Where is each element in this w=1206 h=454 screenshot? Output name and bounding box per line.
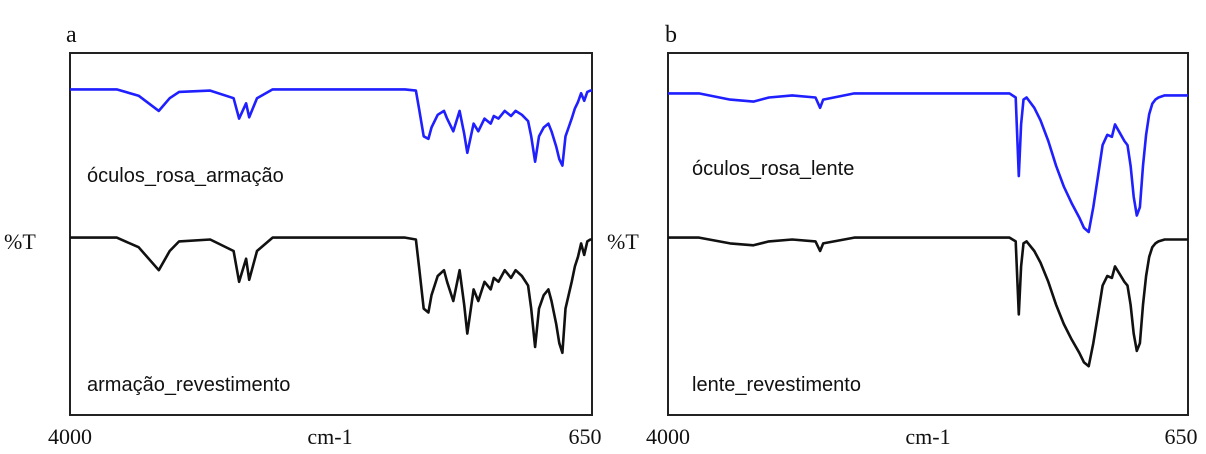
panel-b-y-axis-label: %T [607, 229, 639, 254]
panel-a-series-0-line [70, 88, 592, 167]
panel-b-series-1-line [668, 236, 1188, 368]
panel-b-x-axis-label: cm-1 [905, 424, 950, 449]
panel-b-x-tick-4000: 4000 [646, 424, 690, 449]
panel-b-series-0-label: óculos_rosa_lente [692, 158, 854, 180]
panel-b-series-group [668, 92, 1188, 368]
panel-b-series-1-label: lente_revestimento [692, 374, 861, 396]
panel-a-x-tick-650: 650 [569, 424, 602, 449]
panel-a-label: a [66, 22, 77, 48]
panel-b-plot-frame [667, 52, 1189, 416]
panel-a: a %T 4000 cm-1 650 óculos_rosa_armação a… [4, 22, 602, 449]
panel-a-series-0-label: óculos_rosa_armação [87, 165, 284, 187]
panel-a-series-group [70, 88, 592, 355]
panel-a-series-1-label: armação_revestimento [87, 374, 290, 396]
panel-b-series-0-line [668, 92, 1188, 234]
panel-a-plot-frame [69, 52, 593, 416]
panel-a-series-1-line [70, 236, 592, 355]
panel-b-label: b [665, 22, 677, 48]
panel-b: b %T 4000 cm-1 650 óculos_rosa_lente len… [607, 22, 1198, 449]
panel-a-x-tick-4000: 4000 [48, 424, 92, 449]
panel-a-x-axis-label: cm-1 [307, 424, 352, 449]
panel-b-x-tick-650: 650 [1165, 424, 1198, 449]
panel-a-y-axis-label: %T [4, 229, 36, 254]
